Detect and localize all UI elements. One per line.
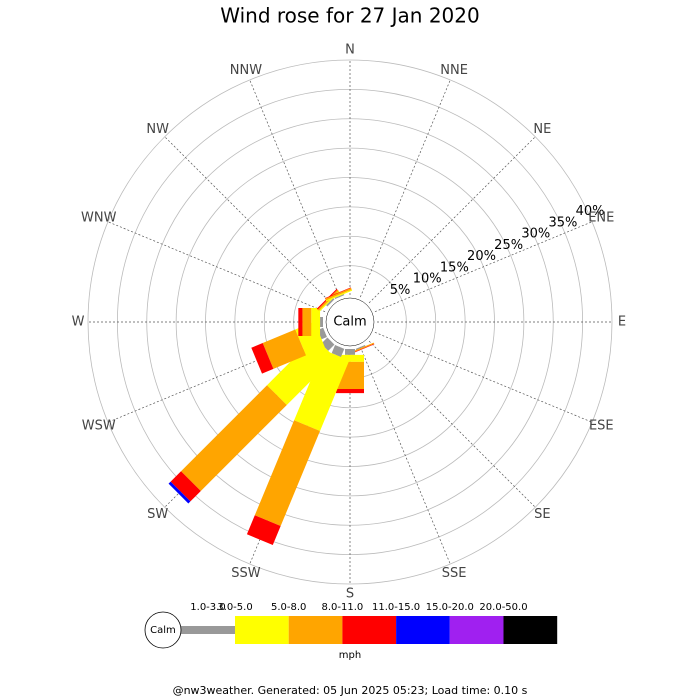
spoke <box>368 136 536 304</box>
chart-title: Wind rose for 27 Jan 2020 <box>220 4 479 28</box>
bar-segment <box>325 289 353 302</box>
direction-label: ENE <box>588 210 614 225</box>
direction-label: N <box>345 43 355 58</box>
bar-segment <box>325 287 352 301</box>
ring-label: 10% <box>413 272 442 287</box>
spoke <box>368 340 536 508</box>
bar-segment <box>320 317 323 327</box>
calm-circle <box>325 297 375 347</box>
bar-segment <box>355 345 366 350</box>
legend-label: 3.0-5.0 <box>217 602 252 613</box>
bar-segment <box>267 337 335 405</box>
legend-calm <box>144 611 182 649</box>
direction-label: NW <box>146 122 169 137</box>
legend-swatch <box>342 616 397 644</box>
bar-segment <box>336 388 364 394</box>
ring-label: 15% <box>440 260 469 275</box>
ring-label: 5% <box>390 283 411 298</box>
bar-segment <box>181 385 287 491</box>
spoke <box>360 79 451 298</box>
direction-label: NE <box>533 122 551 137</box>
bar-segment <box>254 420 321 526</box>
legend-label: 1.0-3.0 <box>190 602 225 613</box>
legend-swatch <box>503 616 558 644</box>
direction-label: SE <box>534 507 550 522</box>
spoke <box>164 136 332 304</box>
bar-segment <box>262 329 306 369</box>
ring <box>263 235 437 409</box>
legend-label: 11.0-15.0 <box>372 602 420 613</box>
spoke <box>360 346 451 565</box>
ring-label: 20% <box>467 249 496 264</box>
bar-segment <box>168 481 191 504</box>
legend-swatch <box>396 616 450 644</box>
spoke <box>249 79 340 298</box>
ring <box>87 59 613 585</box>
direction-label: SSW <box>231 566 261 581</box>
direction-label: E <box>618 315 626 330</box>
direction-label: SW <box>147 507 168 522</box>
direction-label: SSE <box>442 566 467 581</box>
legend-calm-label: Calm <box>150 625 176 636</box>
ring-label: 35% <box>548 215 577 230</box>
direction-label: NNW <box>230 63 262 78</box>
direction-label: W <box>72 315 85 330</box>
bar-segment <box>326 298 335 307</box>
bar-segment <box>334 294 345 299</box>
direction-label: WNW <box>81 210 117 225</box>
unit-label: mph <box>339 650 361 661</box>
legend-label: 5.0-8.0 <box>271 602 306 613</box>
direction-label: S <box>346 587 354 602</box>
legend-swatch <box>235 616 289 644</box>
legend-label: 8.0-11.0 <box>322 602 364 613</box>
direction-label: NNE <box>440 63 468 78</box>
spoke <box>374 332 593 423</box>
bar-segment <box>170 471 201 502</box>
legend-swatch <box>288 616 343 644</box>
bar-segment <box>345 349 355 355</box>
footer: @nw3weather. Generated: 05 Jun 2025 05:2… <box>173 684 528 697</box>
spoke <box>107 332 326 423</box>
bar-segment <box>298 308 303 336</box>
bar-segment <box>302 308 312 336</box>
bar-segment <box>321 337 335 351</box>
ring-label: 30% <box>521 227 550 242</box>
bar-segment <box>324 287 352 299</box>
bar-segment <box>246 515 281 545</box>
bar-segment <box>331 345 345 357</box>
direction-label: WSW <box>82 419 116 434</box>
bar-segment <box>311 308 321 336</box>
legend-swatch <box>180 626 235 634</box>
bar-segment <box>294 349 350 432</box>
legend-label: 15.0-20.0 <box>426 602 474 613</box>
ring-label: 40% <box>576 204 605 219</box>
legend-swatch <box>449 616 504 644</box>
spoke <box>374 221 593 312</box>
direction-label: ESE <box>589 419 614 434</box>
spoke <box>107 221 326 312</box>
ring <box>175 147 525 497</box>
calm-label: Calm <box>333 315 366 330</box>
ring-label: 25% <box>494 238 523 253</box>
legend-label: 20.0-50.0 <box>479 602 527 613</box>
bar-segment <box>251 343 274 374</box>
